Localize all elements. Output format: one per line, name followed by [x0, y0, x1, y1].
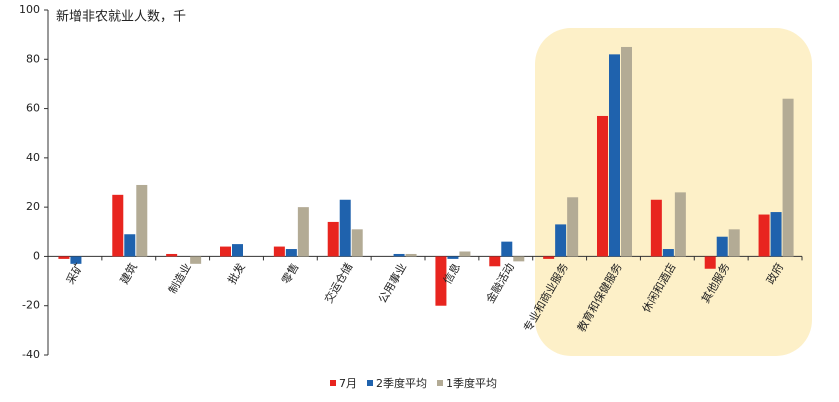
bar	[770, 212, 782, 257]
y-tick-label: 100	[19, 3, 40, 16]
chart-title: 新增非农就业人数，千	[56, 9, 186, 25]
bar	[609, 54, 620, 257]
bar	[489, 256, 501, 267]
bar	[166, 253, 178, 257]
bar	[273, 246, 285, 257]
bar	[190, 256, 202, 264]
bar	[232, 244, 243, 257]
x-tick-label: 交运仓储	[321, 260, 355, 305]
x-tick-label: 建筑	[117, 260, 140, 286]
bar	[327, 221, 339, 257]
bar	[597, 115, 608, 257]
legend-label: 7月	[339, 377, 357, 390]
bar	[782, 98, 794, 257]
bar	[339, 199, 351, 257]
bar	[555, 224, 567, 257]
bar	[220, 246, 231, 257]
y-tick-label: 40	[26, 151, 40, 164]
y-tick-label: 60	[26, 102, 40, 115]
bar	[136, 184, 148, 257]
legend-label: 1季度平均	[446, 376, 497, 390]
legend-label: 2季度平均	[376, 376, 427, 390]
x-tick-label: 制造业	[165, 260, 194, 296]
bar	[112, 194, 124, 257]
bar	[704, 256, 716, 269]
y-tick-label: 0	[33, 249, 40, 262]
x-tick-label: 采矿	[64, 261, 86, 287]
bar	[70, 256, 82, 264]
legend-swatch	[437, 380, 443, 386]
bar	[650, 199, 662, 257]
x-tick-label: 批发	[225, 260, 248, 286]
bar	[297, 207, 309, 257]
x-tick-label: 公用事业	[376, 261, 409, 306]
bar	[674, 192, 686, 257]
legend-swatch	[330, 380, 336, 386]
y-tick-label: -20	[22, 299, 40, 312]
x-tick-label: 零售	[278, 260, 301, 286]
bar	[351, 229, 363, 257]
bar	[58, 256, 70, 259]
y-tick-label: 80	[26, 52, 40, 65]
bar	[447, 256, 459, 259]
bar	[728, 229, 740, 257]
bar	[435, 256, 447, 306]
x-tick-label: 金融活动	[483, 260, 517, 305]
bar	[543, 256, 555, 259]
y-tick-label: -40	[22, 348, 40, 361]
y-tick-label: 20	[26, 200, 40, 213]
bar	[662, 249, 674, 257]
bar	[758, 214, 770, 257]
bar	[716, 236, 728, 257]
bar	[393, 253, 405, 257]
legend-swatch	[367, 380, 373, 386]
bar	[124, 234, 136, 257]
bar	[405, 253, 417, 257]
bar	[513, 256, 525, 262]
bar	[501, 241, 513, 257]
bar	[285, 249, 297, 257]
bar	[459, 251, 471, 257]
highlight-region	[535, 28, 812, 356]
bar	[567, 197, 579, 257]
bar	[621, 46, 632, 257]
